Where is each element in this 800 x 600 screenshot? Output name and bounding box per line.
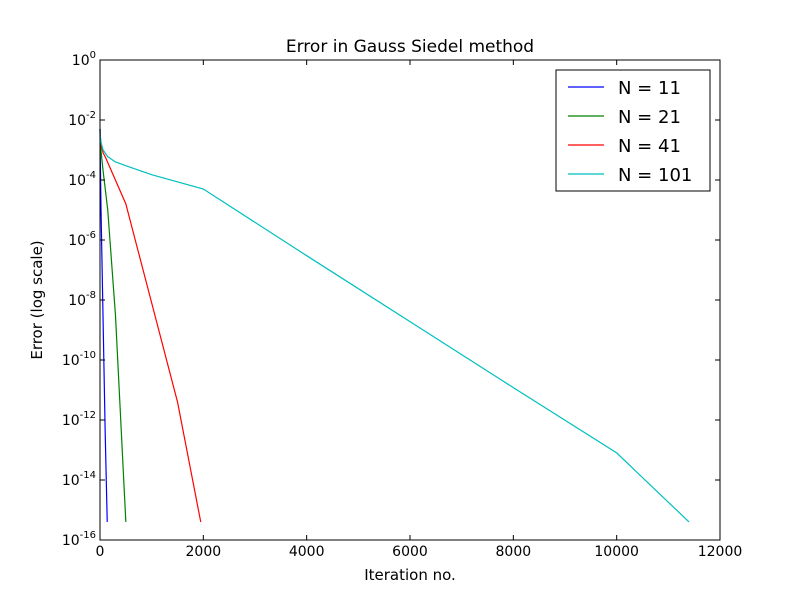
y-tick-label: 10-10 xyxy=(62,350,96,369)
y-tick-label: 10-2 xyxy=(68,110,96,129)
legend: N = 11 N = 21 N = 41 N = 101 xyxy=(555,69,711,192)
y-axis-label: Error (log scale) xyxy=(28,240,46,359)
legend-label-1: N = 11 xyxy=(618,78,681,99)
x-tick-label: 6000 xyxy=(392,544,428,560)
y-tick-label: 10-6 xyxy=(68,230,96,249)
chart-title: Error in Gauss Siedel method xyxy=(286,37,534,57)
legend-box xyxy=(555,69,711,192)
x-tick-label: 10000 xyxy=(594,544,639,560)
legend-label-2: N = 21 xyxy=(618,107,681,128)
legend-label-4: N = 101 xyxy=(618,165,692,186)
x-tick-label: 8000 xyxy=(496,544,532,560)
x-tick-label: 2000 xyxy=(186,544,222,560)
x-tick-label: 12000 xyxy=(698,544,743,560)
y-tick-label: 10-8 xyxy=(68,290,96,309)
x-axis-label: Iteration no. xyxy=(364,566,456,584)
y-tick-label: 100 xyxy=(72,50,96,69)
x-tick-label: 4000 xyxy=(289,544,325,560)
ticks-layer: 0 2000 4000 6000 8000 10000 12000 100 10-2 10-4 10… xyxy=(62,50,742,560)
x-tick-label: 0 xyxy=(96,544,105,560)
y-tick-label: 10-12 xyxy=(62,410,96,429)
series-line-4 xyxy=(99,129,690,523)
y-tick-label: 10-14 xyxy=(62,470,96,489)
legend-label-3: N = 41 xyxy=(618,136,681,157)
y-tick-label: 10-4 xyxy=(68,170,96,189)
y-tick-label: 10-16 xyxy=(62,530,96,549)
